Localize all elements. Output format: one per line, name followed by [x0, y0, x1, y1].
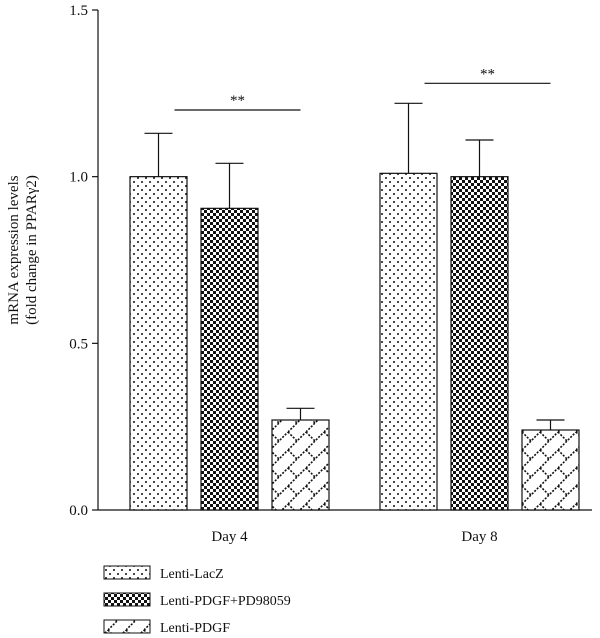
y-axis-label-line: mRNA expression levels: [6, 175, 22, 324]
y-tick-label: 0.0: [69, 503, 88, 519]
y-tick-label: 0.5: [69, 336, 88, 352]
error-bars-group: [144, 102, 565, 430]
bar: [271, 419, 330, 511]
bar: [379, 172, 438, 511]
significance-label: **: [480, 66, 495, 82]
legend-label: Lenti-PDGF+PD98059: [160, 594, 291, 609]
legend-swatch: [103, 565, 151, 580]
y-axis-label-line: (fold change in PPARγ2): [24, 175, 40, 325]
bars-group: [129, 172, 580, 511]
significance-group: ** **: [174, 66, 551, 111]
bar: [200, 207, 259, 511]
x-tick-label: Day 4: [211, 529, 248, 545]
x-tick-labels: Day 4 Day 8: [211, 529, 497, 545]
bar: [129, 176, 188, 511]
bar: [521, 429, 580, 511]
y-tick-label: 1.5: [69, 3, 88, 19]
legend-label: Lenti-PDGF: [160, 621, 230, 636]
y-axis-label: mRNA expression levels (fold change in PP…: [6, 175, 40, 325]
legend-label: Lenti-LacZ: [160, 567, 224, 582]
bar: [450, 176, 509, 511]
legend-swatch: [103, 619, 151, 634]
y-tick-label: 1.0: [69, 170, 88, 186]
x-tick-label: Day 8: [461, 529, 497, 545]
legend: Lenti-LacZ Lenti-PDGF+PD98059 Lenti-PDGF: [103, 565, 291, 636]
significance-label: **: [230, 93, 245, 109]
legend-swatch: [103, 592, 151, 607]
